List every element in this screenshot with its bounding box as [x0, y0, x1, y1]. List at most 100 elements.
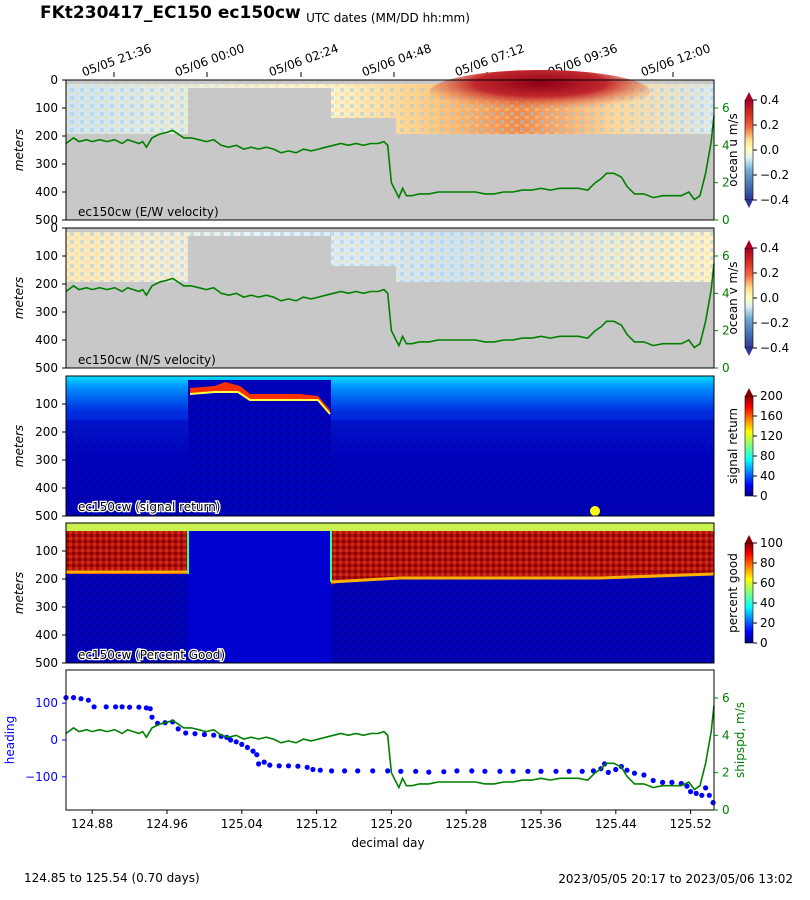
panel4-y-ticks: 100 200 300 400 500 [35, 544, 66, 670]
colorbar-tick-label: 60 [760, 576, 775, 590]
heading-point [103, 704, 109, 710]
y-tick-label: 500 [35, 656, 58, 670]
panel3-ylabel: meters [12, 425, 26, 467]
colorbar-tick-label: 0.2 [760, 266, 779, 280]
panel5-x-ticks: 124.88 124.96 125.04 125.12 125.20 125.28 125.… [71, 810, 712, 831]
heading-point [684, 783, 690, 789]
panel2-colorbar-ticks: 0.4 0.2 0.0 −0.2 −0.4 [753, 241, 789, 355]
panel4-label: ec150cw (Percent Good) [78, 648, 225, 662]
x-tick-label: 124.96 [146, 817, 188, 831]
heading-point [497, 768, 503, 774]
y-tick-label: 0 [50, 221, 58, 235]
y-tick-label: 300 [35, 157, 58, 171]
colorbar-tick-label: −0.4 [760, 341, 789, 355]
panel3-colorbar [744, 395, 754, 497]
panel1-y-ticks: 0 100 200 300 400 500 [35, 73, 66, 227]
panel5-shipspd-ticks: 6 4 2 0 [714, 691, 730, 817]
heading-point [304, 764, 310, 770]
panel3-colorbar-ticks: 200 160 120 80 40 0 [753, 389, 783, 503]
x-tick-label: 125.36 [520, 817, 562, 831]
heading-point [482, 768, 488, 774]
y-tick-label: 0 [50, 73, 58, 87]
heading-tick-label: −100 [25, 770, 58, 784]
shipspd-tick-label: 2 [722, 766, 730, 780]
heading-tick-label: 0 [50, 733, 58, 747]
heading-point [566, 768, 572, 774]
heading-point [175, 726, 181, 732]
heading-point [441, 769, 447, 775]
heading-point [149, 714, 155, 720]
y-tick-label: 500 [35, 213, 58, 227]
top-tick-label: 05/05 21:36 [80, 41, 153, 79]
heading-point [147, 706, 153, 712]
panel-percent-good: ec150cw (Percent Good) meters 1002003004… [12, 522, 783, 670]
heading-point [706, 792, 712, 798]
panel1-colorbar-max-arrow [745, 92, 753, 100]
heading-point [285, 763, 292, 769]
panel2-colorbar-label: ocean v m/s [726, 262, 740, 335]
panel4-good-edge [66, 570, 715, 584]
panel2-mid-cover [331, 266, 396, 282]
panel3-gap-texture [188, 396, 331, 516]
right-tick-label: 4 [722, 138, 730, 152]
x-tick-label: 125.04 [221, 817, 263, 831]
heading-point [699, 792, 705, 798]
heading-point [370, 768, 376, 774]
panel4-colorbar-max-arrow [745, 535, 753, 543]
heading-point [261, 759, 267, 765]
heading-point [127, 704, 133, 710]
panel4-colorbar-label: percent good [726, 553, 740, 633]
colorbar-tick-label: 40 [760, 469, 775, 483]
panel2-colorbar-max-arrow [745, 240, 753, 248]
panel2-frame [65, 227, 715, 369]
figure-title: FKt230417_EC150 ec150cw [40, 3, 301, 23]
heading-point [650, 777, 656, 784]
heading-point [605, 769, 611, 776]
colorbar-tick-label: 80 [760, 556, 775, 570]
heading-point [641, 772, 647, 778]
top-tick-label: 05/06 12:00 [639, 41, 712, 79]
colorbar-tick-label: 0 [760, 489, 768, 503]
heading-point [525, 768, 531, 774]
panel1-colorbar [744, 99, 754, 201]
right-tick-label: 0 [722, 213, 730, 227]
y-tick-label: 400 [35, 185, 58, 199]
panel1-frame [65, 79, 715, 221]
top-tick-label: 05/06 02:24 [267, 41, 340, 79]
heading-point [250, 748, 256, 754]
panel3-y-ticks: 100 200 300 400 500 [35, 397, 66, 523]
panel2-right-ticks: 6 4 2 0 [714, 249, 730, 375]
panel2-shipspd-line [65, 263, 715, 349]
panel2-deep-nodata [66, 282, 714, 368]
panel3-colorbar-label: signal return [726, 408, 740, 484]
panel1-shipspd-line [65, 115, 715, 201]
heading-point [613, 766, 619, 773]
heading-point [85, 697, 91, 703]
heading-point [355, 768, 361, 774]
right-tick-label: 0 [722, 361, 730, 375]
heading-point [295, 763, 301, 769]
panel1-label: ec150cw (E/W velocity) [78, 205, 219, 219]
panel3-bright-edge [189, 391, 331, 415]
heading-point [192, 731, 198, 737]
heading-tick-label: 100 [35, 696, 58, 710]
panel2-y-ticks: 0 100 200 300 400 500 [35, 221, 66, 375]
heading-point [244, 744, 250, 751]
heading-point [254, 752, 260, 758]
panel1-mid-cover [331, 118, 396, 134]
colorbar-tick-label: 160 [760, 409, 783, 423]
panel3-label: ec150cw (signal return) [78, 500, 220, 514]
panel4-frame [65, 522, 715, 664]
x-tick-label: 124.88 [71, 817, 113, 831]
panel1-colorbar-min-arrow [745, 200, 753, 208]
heading-point [703, 785, 709, 791]
y-tick-label: 200 [35, 129, 58, 143]
heading-point [201, 731, 207, 738]
heading-point [228, 737, 234, 743]
panel1-right-ticks: 6 4 2 0 [714, 101, 730, 227]
panel3-frame [65, 375, 715, 517]
heading-points [63, 695, 716, 806]
colorbar-tick-label: 0.2 [760, 118, 779, 132]
heading-point [624, 767, 630, 773]
